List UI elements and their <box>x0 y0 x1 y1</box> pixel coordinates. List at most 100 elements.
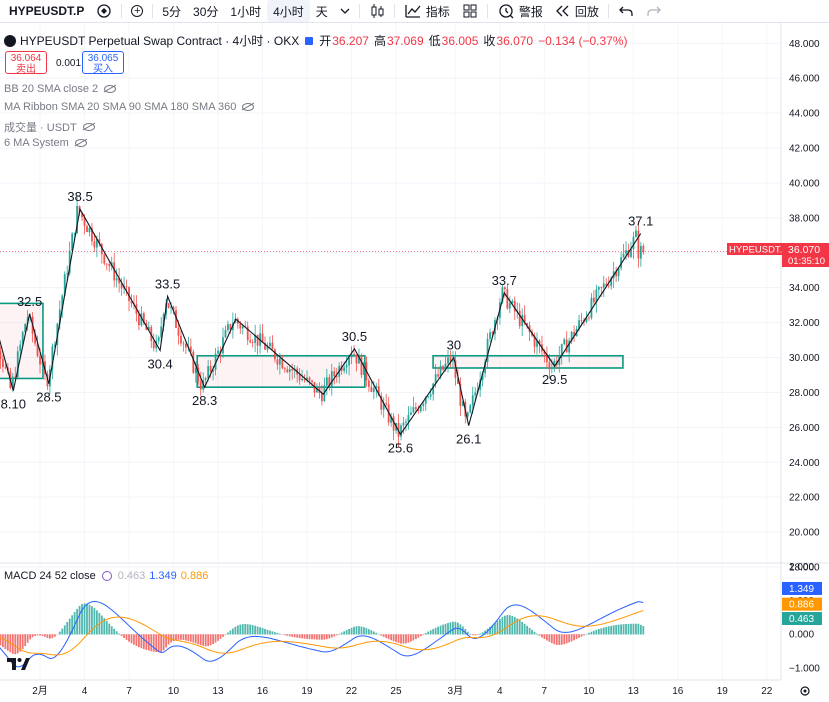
candle-body <box>175 310 177 328</box>
macd-histogram-bar <box>550 634 553 644</box>
indicators-button[interactable]: 指标 <box>398 0 456 22</box>
macd-histogram-bar <box>355 626 358 635</box>
legend-title: HYPEUSDT Perpetual Swap Contract · 4小时 ·… <box>20 34 300 48</box>
redo-icon[interactable] <box>640 0 668 22</box>
eye-hidden-icon[interactable] <box>242 103 255 111</box>
macd-histogram-bar <box>301 634 304 639</box>
eye-hidden-icon[interactable] <box>74 139 87 147</box>
indicator-ma-system[interactable]: 6 MA System <box>4 137 87 149</box>
macd-histogram-bar <box>120 634 123 637</box>
eye-hidden-icon[interactable] <box>104 85 117 93</box>
zigzag-label: 30 <box>447 338 461 353</box>
macd-settings-icon[interactable] <box>101 571 112 581</box>
layouts-icon[interactable] <box>456 0 484 22</box>
time-axis-tick: 10 <box>168 686 180 697</box>
macd-histogram-bar <box>353 626 355 635</box>
macd-signal-value: 0.886 <box>180 570 209 582</box>
macd-histogram-bar <box>395 634 397 643</box>
interval-1d[interactable]: 天 <box>315 4 328 19</box>
candle-body <box>281 358 284 369</box>
candle-body <box>61 295 64 310</box>
candle-body <box>128 287 130 302</box>
candle-body <box>81 212 83 218</box>
indicator-volume[interactable]: 成交量 · USDT <box>4 119 95 135</box>
price-axis-tick: 38.000 <box>789 213 820 224</box>
macd-line <box>0 600 644 668</box>
candle-body <box>288 369 291 373</box>
candle-body <box>533 335 536 347</box>
macd-histogram-bar <box>553 634 556 645</box>
alert-button[interactable]: 警报 <box>491 0 549 22</box>
macd-histogram-bar <box>479 633 482 635</box>
symbol-search[interactable]: HYPEUSDT.P <box>0 0 90 22</box>
macd-histogram-bar <box>330 634 333 638</box>
macd-histogram-bar <box>177 634 180 640</box>
candle-body <box>528 325 531 332</box>
macd-histogram-bar <box>308 634 311 640</box>
macd-histogram-bar <box>424 633 427 635</box>
macd-histogram-bar <box>202 634 205 646</box>
indicator-ma-ribbon[interactable]: MA Ribbon SMA 20 SMA 90 SMA 180 SMA 360 <box>4 101 255 113</box>
price-axis-tick: 46.000 <box>789 74 820 85</box>
candle-body <box>130 301 133 304</box>
macd-histogram-bar <box>637 623 640 635</box>
candle-body <box>585 317 588 322</box>
candle-body <box>120 283 123 289</box>
add-symbol-icon[interactable]: + <box>125 0 149 22</box>
candle-body <box>192 351 195 373</box>
interval-4h[interactable]: 4小时 <box>267 0 310 22</box>
candle-body <box>224 329 227 338</box>
compare-icon[interactable] <box>90 0 118 22</box>
macd-histogram-bar <box>276 632 279 635</box>
time-axis-tick: 2月 <box>32 685 48 697</box>
macd-histogram-bar <box>19 634 22 652</box>
candle-body <box>550 367 553 370</box>
candle-body <box>580 320 583 322</box>
macd-histogram-bar <box>150 634 153 652</box>
macd-histogram-bar <box>575 634 578 640</box>
interval-dropdown-chevron-down-icon[interactable] <box>334 0 356 22</box>
macd-histogram-bar <box>511 615 514 635</box>
candle-body <box>180 335 182 344</box>
interval-30m[interactable]: 30分 <box>193 4 219 19</box>
buy-price: 36.065 <box>87 53 119 64</box>
macd-histogram-bar <box>516 618 519 635</box>
macd-histogram-bar <box>437 626 440 635</box>
macd-histogram-bar <box>147 634 150 651</box>
sell-button[interactable]: 36.064 卖出 <box>5 51 47 75</box>
candle-body <box>4 366 7 368</box>
macd-histogram-bar <box>83 603 86 635</box>
candle-body <box>103 254 106 264</box>
replay-button[interactable]: 回放 <box>549 0 605 22</box>
interval-5m[interactable]: 5分 <box>162 4 182 19</box>
buy-button[interactable]: 36.065 买入 <box>82 51 124 75</box>
macd-histogram-bar <box>231 628 234 635</box>
candle-body <box>452 360 454 362</box>
macd-legend: MACD 24 52 close 0.463 1.349 0.886 <box>4 570 208 582</box>
candle-body <box>152 341 155 349</box>
candle-body <box>261 333 264 343</box>
macd-histogram-bar <box>21 634 24 650</box>
toolbar-divider <box>393 4 395 18</box>
interval-1h[interactable]: 1小时 <box>230 4 262 19</box>
candle-style-icon[interactable] <box>363 0 391 22</box>
macd-histogram-bar <box>560 634 563 645</box>
candle-body <box>214 353 217 370</box>
time-axis-tick: 16 <box>257 686 269 697</box>
candle-body <box>291 369 294 371</box>
macd-histogram-bar <box>580 634 583 637</box>
candle-body <box>503 287 506 290</box>
macd-histogram-bar <box>496 620 499 635</box>
eye-hidden-icon[interactable] <box>82 123 95 131</box>
macd-histogram-bar <box>133 634 135 645</box>
macd-histogram-bar <box>0 634 2 646</box>
undo-icon[interactable] <box>612 0 640 22</box>
candle-body <box>543 351 546 354</box>
candle-body <box>410 412 412 415</box>
indicator-bb[interactable]: BB 20 SMA close 2 <box>4 83 117 95</box>
candle-body <box>375 386 378 389</box>
candle-body <box>249 340 252 343</box>
symbol-name: HYPEUSDT.P <box>9 4 85 18</box>
